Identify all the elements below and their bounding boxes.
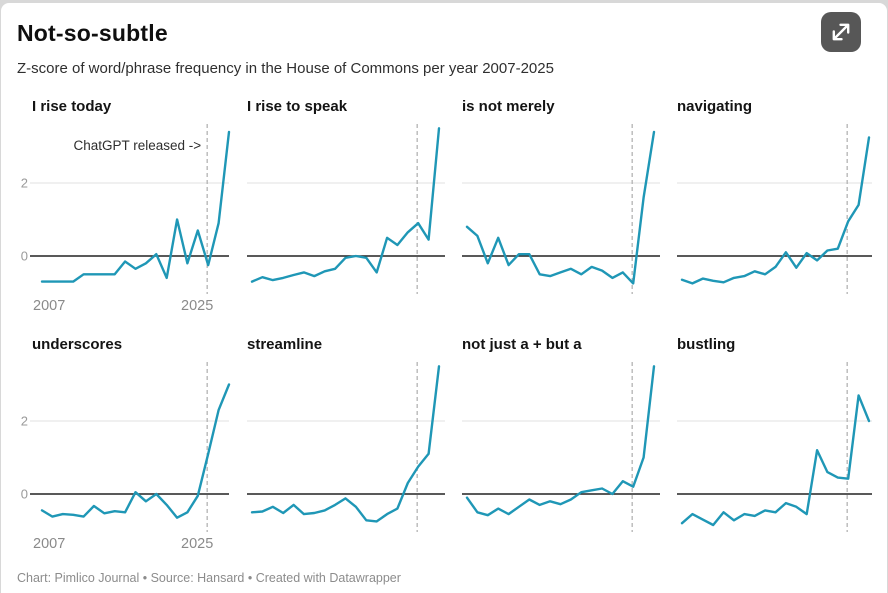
- chart-panel: I rise today 2 0 2007 2025 ChatGPT released …: [17, 98, 233, 320]
- chatgpt-annotation: ChatGPT released ->: [73, 138, 201, 153]
- chart-subtitle: Z-score of word/phrase frequency in the …: [17, 60, 554, 77]
- panel-plot-4: 2 0 2007 2025: [21, 362, 231, 552]
- data-line: [465, 130, 656, 285]
- panel-plot-3: [677, 124, 872, 294]
- chart-panel: streamline: [247, 336, 448, 558]
- panel-title: not just a + but a: [462, 336, 582, 353]
- data-line: [680, 394, 871, 527]
- chart-panel: navigating: [677, 98, 875, 320]
- attribution: Chart: Pimlico Journal • Source: Hansard…: [17, 571, 401, 585]
- panel-plot-7: [677, 362, 872, 532]
- axis-label: 0: [21, 249, 28, 264]
- axis-label: 2025: [181, 298, 213, 314]
- panel-title: navigating: [677, 98, 753, 115]
- chart-header: Not-so-subtle Z-score of word/phrase fre…: [1, 3, 887, 77]
- panel-title: bustling: [677, 336, 736, 353]
- page-title: Not-so-subtle: [17, 20, 168, 46]
- chart-panel: is not merely: [462, 98, 663, 320]
- chart-card: Not-so-subtle Z-score of word/phrase fre…: [1, 3, 887, 593]
- axis-label: 2: [21, 176, 28, 191]
- data-line: [40, 130, 231, 283]
- data-line: [680, 136, 871, 285]
- expand-icon: [832, 23, 850, 41]
- panel-title: streamline: [247, 336, 323, 353]
- panel-plot-1: [247, 124, 445, 294]
- small-multiples-grid: I rise today 2 0 2007 2025 ChatGPT released …: [1, 98, 887, 558]
- panel-title: I rise today: [32, 98, 112, 115]
- axis-label: 2: [21, 414, 28, 429]
- axis-label: 2007: [33, 298, 65, 314]
- chart-panel: I rise to speak: [247, 98, 448, 320]
- axis-label: 2025: [181, 536, 213, 552]
- panel-title: I rise to speak: [247, 98, 348, 115]
- data-line: [40, 383, 231, 519]
- panel-plot-2: [462, 124, 660, 294]
- data-line: [465, 365, 656, 517]
- axis-label: 2007: [33, 536, 65, 552]
- panel-title: underscores: [32, 336, 123, 353]
- panel-plot-5: [247, 362, 445, 532]
- panel-plot-6: [462, 362, 660, 532]
- chart-panel: bustling: [677, 336, 875, 558]
- chart-panel: underscores 2 0 2007 2025: [17, 336, 233, 558]
- data-line: [250, 365, 441, 523]
- axis-label: 0: [21, 487, 28, 502]
- data-line: [250, 127, 441, 283]
- panel-title: is not merely: [462, 98, 555, 115]
- panel-plot-0: 2 0 2007 2025 ChatGPT released ->: [21, 124, 231, 314]
- chart-panel: not just a + but a: [462, 336, 663, 558]
- expand-button[interactable]: [821, 12, 861, 52]
